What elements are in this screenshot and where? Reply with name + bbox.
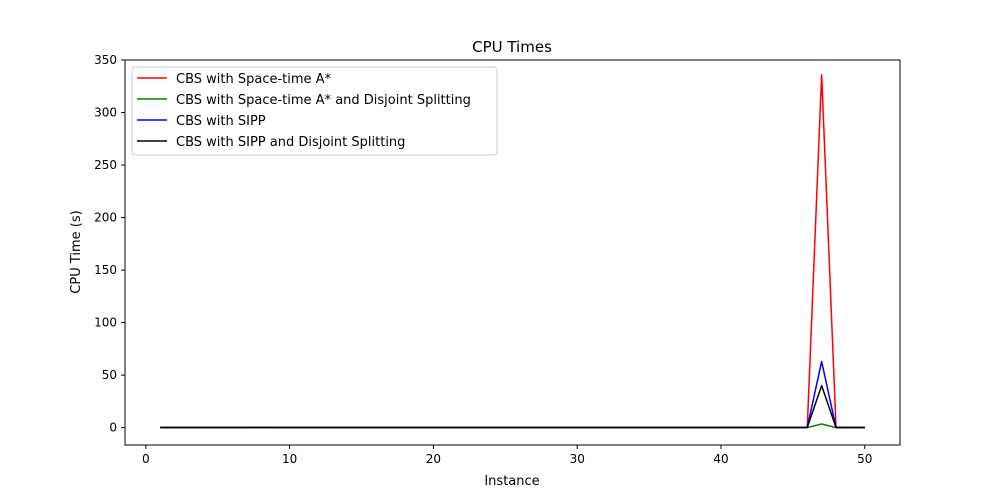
plot-frame — [124, 59, 901, 446]
legend-label-4: CBS with SIPP and Disjoint Splitting — [176, 135, 405, 150]
x-tick-label: 40 — [713, 452, 728, 466]
y-tick-label: 150 — [94, 263, 117, 277]
x-tick-label: 20 — [426, 452, 441, 466]
legend-label-1: CBS with Space-time A* — [176, 72, 332, 87]
y-tick-label: 350 — [94, 53, 117, 67]
y-tick-label: 100 — [94, 316, 117, 330]
x-axis: 0 10 20 30 40 50 — [142, 445, 872, 466]
y-tick-label: 50 — [102, 368, 117, 382]
y-axis-label: CPU Time (s) — [69, 210, 84, 293]
legend: CBS with Space-time A* CBS with Space-tim… — [131, 66, 498, 156]
legend-label-3: CBS with SIPP — [176, 114, 266, 129]
y-tick-label: 0 — [109, 421, 117, 435]
legend-frame — [131, 66, 498, 156]
x-tick-label: 0 — [142, 452, 150, 466]
x-tick-label: 10 — [282, 452, 297, 466]
series-line-4 — [160, 384, 865, 429]
x-tick-label: 50 — [857, 452, 872, 466]
y-tick-label: 250 — [94, 158, 117, 172]
x-tick-label: 30 — [570, 452, 585, 466]
y-axis: 0 50 100 150 200 250 300 350 — [94, 53, 125, 435]
y-tick-label: 300 — [94, 106, 117, 120]
legend-label-2: CBS with Space-time A* and Disjoint Spli… — [176, 93, 471, 108]
series-layer — [160, 73, 865, 429]
y-tick-label: 200 — [94, 211, 117, 225]
chart-title: CPU Times — [472, 38, 552, 56]
x-axis-label: Instance — [484, 474, 539, 489]
